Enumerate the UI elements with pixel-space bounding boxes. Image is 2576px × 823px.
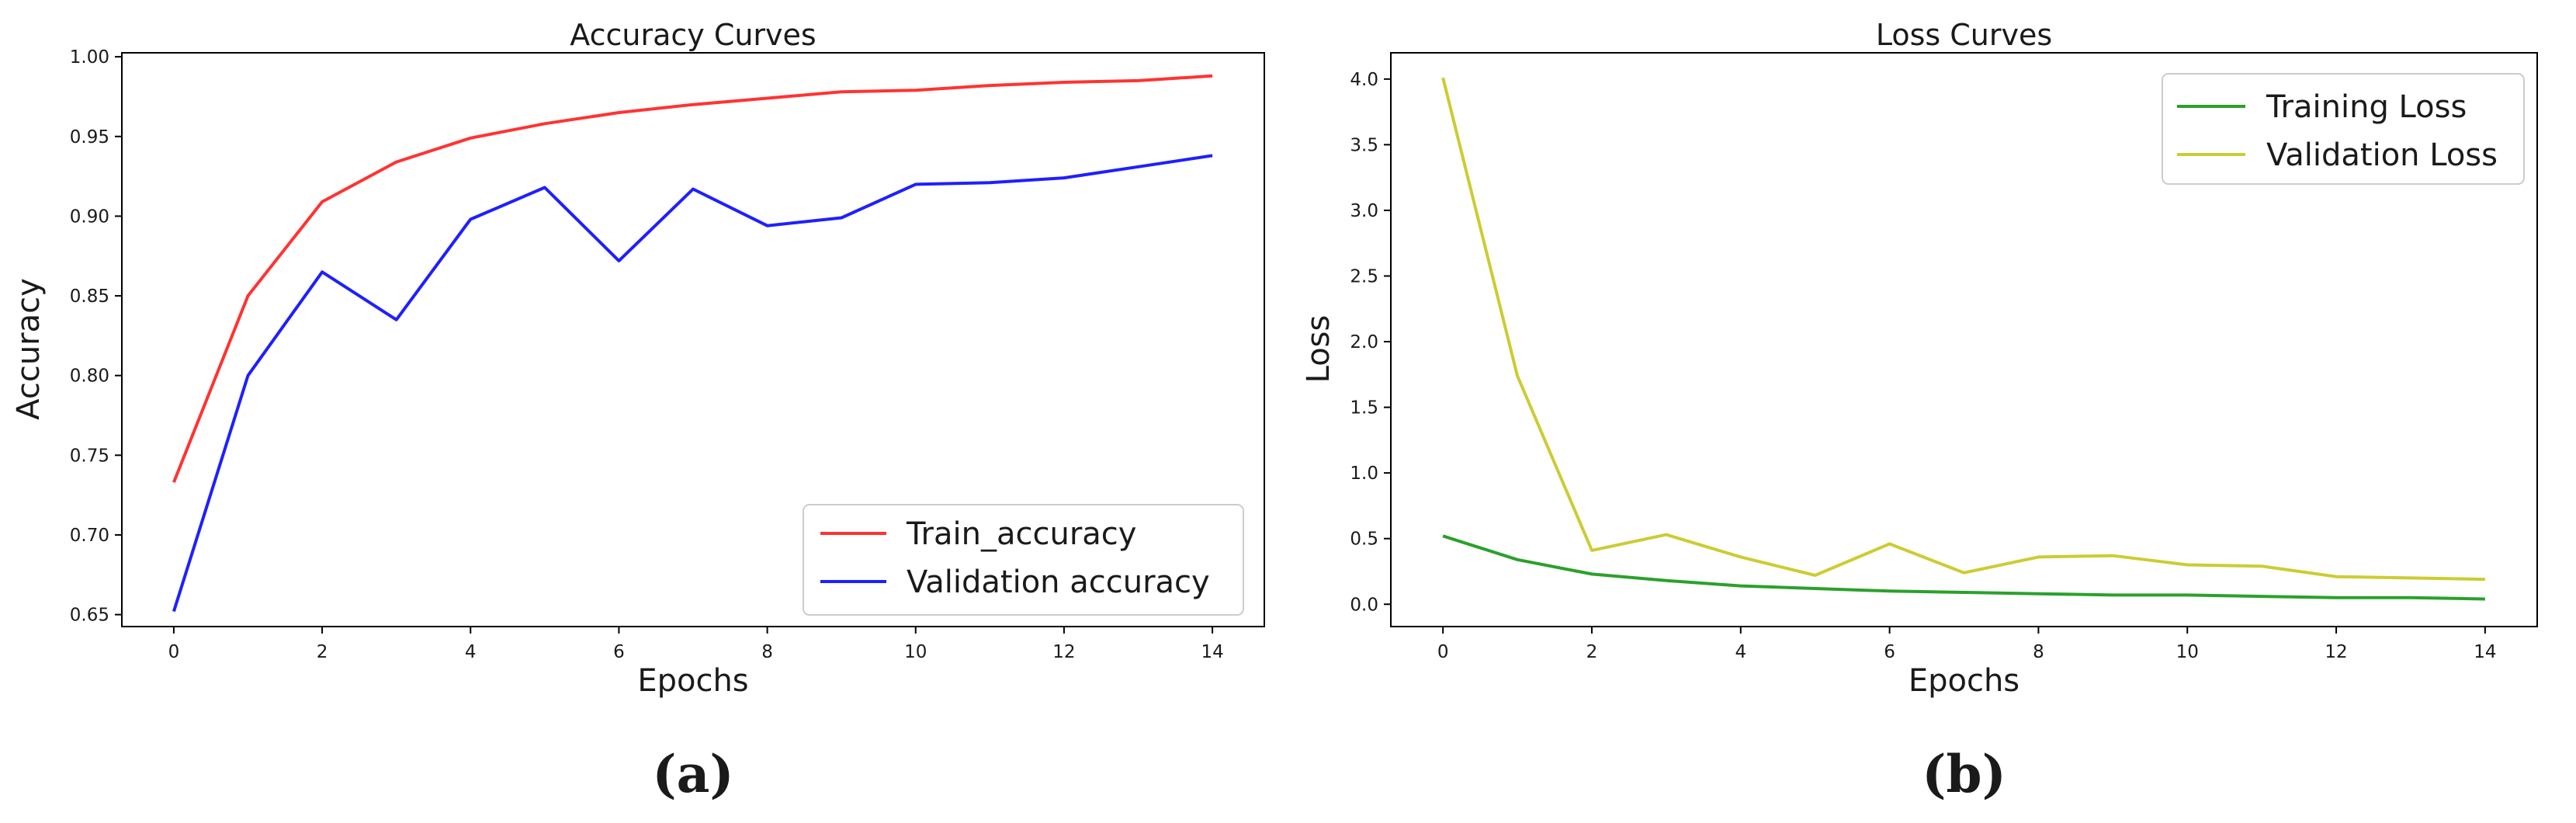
x-tick-label: 14 <box>1201 642 1223 662</box>
y-tick-label: 1.00 <box>70 47 109 68</box>
series-lines <box>172 74 1213 613</box>
x-tick-label: 4 <box>1735 642 1746 662</box>
chart-title: Accuracy Curves <box>570 18 816 52</box>
y-tick-label: 4.0 <box>1350 70 1378 90</box>
y-tick-label: 0.80 <box>70 366 109 387</box>
x-tick-label: 2 <box>317 642 328 662</box>
legend: Training Loss Validation Loss <box>2162 73 2525 185</box>
x-tick-label: 8 <box>761 642 773 662</box>
series-line-training-loss <box>1442 534 2485 601</box>
y-tick-label: 0.75 <box>70 446 109 466</box>
x-tick-label: 8 <box>2033 642 2044 662</box>
series-lines <box>1441 77 2485 601</box>
accuracy-chart-panel: Accuracy Curves Epochs Accuracy 0 2 4 6 8 10 1… <box>11 18 1265 804</box>
x-tick-label: 6 <box>1884 642 1895 662</box>
y-tick-label: 0.90 <box>70 207 109 227</box>
x-tick-label: 14 <box>2474 642 2496 662</box>
y-tick-label: 1.5 <box>1350 398 1378 418</box>
x-axis-label: Epochs <box>637 663 748 699</box>
y-tick-label: 0.5 <box>1350 530 1378 550</box>
y-tick-label: 3.5 <box>1350 135 1378 155</box>
x-axis-label: Epochs <box>1909 663 2020 699</box>
plot-frame <box>121 52 1265 627</box>
y-tick-label: 0.70 <box>70 526 109 546</box>
chart-title: Loss Curves <box>1876 18 2052 52</box>
y-axis-label: Accuracy <box>11 278 47 420</box>
series-line-validation-accuracy <box>172 154 1213 613</box>
legend-label-train-accuracy: Train_accuracy <box>906 516 1136 552</box>
ticks: 0 2 4 6 8 10 12 14 0.65 0.70 0.75 0.80 0.85 0.90 0.95 1… <box>70 47 1224 662</box>
ticks: 0 2 4 6 8 10 12 14 0.0 0.5 1.0 1.5 2.0 2.5 3.0 3.5 4.0 <box>1350 70 2496 662</box>
plot-frame <box>1390 52 2538 627</box>
y-tick-label: 0.95 <box>70 127 109 148</box>
x-tick-label: 6 <box>613 642 625 662</box>
legend-box <box>2162 73 2525 185</box>
x-tick-label: 2 <box>1586 642 1598 662</box>
y-tick-label: 0.0 <box>1350 595 1378 615</box>
legend-label-training-loss: Training Loss <box>2266 89 2467 125</box>
y-axis-label: Loss <box>1301 315 1337 384</box>
y-tick-label: 2.5 <box>1350 266 1378 286</box>
x-tick-label: 12 <box>2325 642 2347 662</box>
legend: Train_accuracy Validation accuracy <box>803 504 1244 616</box>
y-tick-label: 2.0 <box>1350 332 1378 352</box>
x-tick-label: 10 <box>904 642 927 662</box>
loss-chart-panel: Loss Curves Epochs Loss 0 2 4 6 8 10 12 14 0.0 0.… <box>1301 18 2538 804</box>
y-tick-label: 1.0 <box>1350 464 1378 484</box>
x-tick-label: 4 <box>465 642 477 662</box>
legend-label-validation-accuracy: Validation accuracy <box>907 564 1210 600</box>
panel-caption: (b) <box>1922 744 2006 804</box>
x-tick-label: 0 <box>1437 642 1449 662</box>
x-tick-label: 10 <box>2176 642 2199 662</box>
x-tick-label: 0 <box>168 642 180 662</box>
x-tick-label: 12 <box>1052 642 1075 662</box>
series-line-validation-loss <box>1441 77 2485 582</box>
panel-caption: (a) <box>652 744 733 804</box>
y-tick-label: 3.0 <box>1350 201 1378 221</box>
series-line-train-accuracy <box>172 74 1213 483</box>
y-tick-label: 0.65 <box>70 606 109 626</box>
y-tick-label: 0.85 <box>70 286 109 307</box>
legend-label-validation-loss: Validation Loss <box>2266 137 2498 173</box>
legend-box <box>803 504 1244 616</box>
